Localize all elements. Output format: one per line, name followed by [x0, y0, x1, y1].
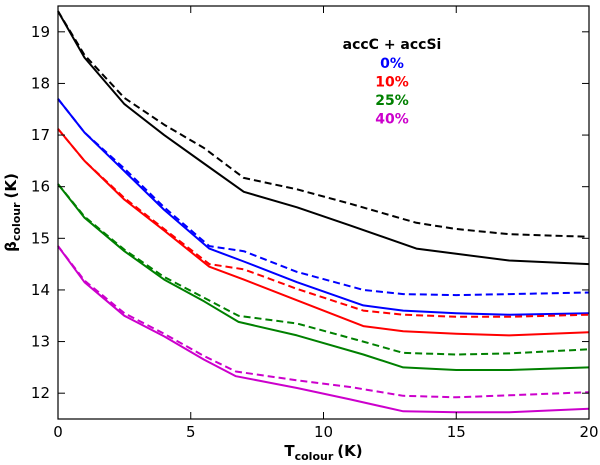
x-tick-label: 15 [447, 423, 466, 441]
legend-entry-1: 0% [380, 56, 404, 72]
plot-frame [57, 5, 590, 420]
series-line-7 [57, 183, 590, 371]
series-line-10 [57, 245, 590, 399]
x-axis-label-unit: (K) [337, 442, 362, 460]
x-axis-label-main: T [284, 442, 295, 460]
x-tick-label: 20 [579, 423, 598, 441]
y-axis-label-main: β [2, 241, 20, 252]
legend: accC + accSi 0% 10% 25% 40% [343, 37, 442, 128]
legend-title: accC + accSi [343, 37, 442, 53]
tick-layer: 0 5 10 15 20 12 13 14 15 16 17 18 19 [31, 6, 599, 441]
series-line-1 [57, 10, 590, 266]
y-tick-label: 16 [31, 178, 50, 196]
x-axis-label: Tcolour (K) [284, 442, 362, 463]
series-line-9 [57, 245, 590, 414]
series-line-6 [57, 128, 590, 318]
series-line-2 [57, 10, 590, 238]
y-tick-label: 14 [31, 281, 50, 299]
y-tick-label: 19 [31, 23, 50, 41]
y-axis-label: βcolour (K) [2, 173, 23, 252]
x-tick-label: 5 [186, 423, 196, 441]
y-tick-label: 13 [31, 333, 50, 351]
series-line-4 [57, 98, 590, 297]
series-layer [57, 10, 590, 414]
x-tick-label: 0 [53, 423, 63, 441]
y-tick-label: 18 [31, 74, 50, 92]
y-tick-label: 17 [31, 126, 50, 144]
legend-entry-2: 10% [375, 75, 409, 91]
y-axis-label-sub: colour [10, 202, 23, 241]
y-tick-label: 12 [31, 384, 50, 402]
legend-entry-4: 40% [375, 112, 409, 128]
x-tick-label: 10 [314, 423, 333, 441]
series-line-8 [57, 183, 590, 356]
series-line-3 [57, 98, 590, 316]
legend-entry-3: 25% [375, 93, 409, 109]
series-line-5 [57, 128, 590, 337]
x-axis-label-sub: colour [295, 450, 334, 463]
y-axis-label-unit: (K) [2, 173, 20, 198]
y-tick-label: 15 [31, 229, 50, 247]
